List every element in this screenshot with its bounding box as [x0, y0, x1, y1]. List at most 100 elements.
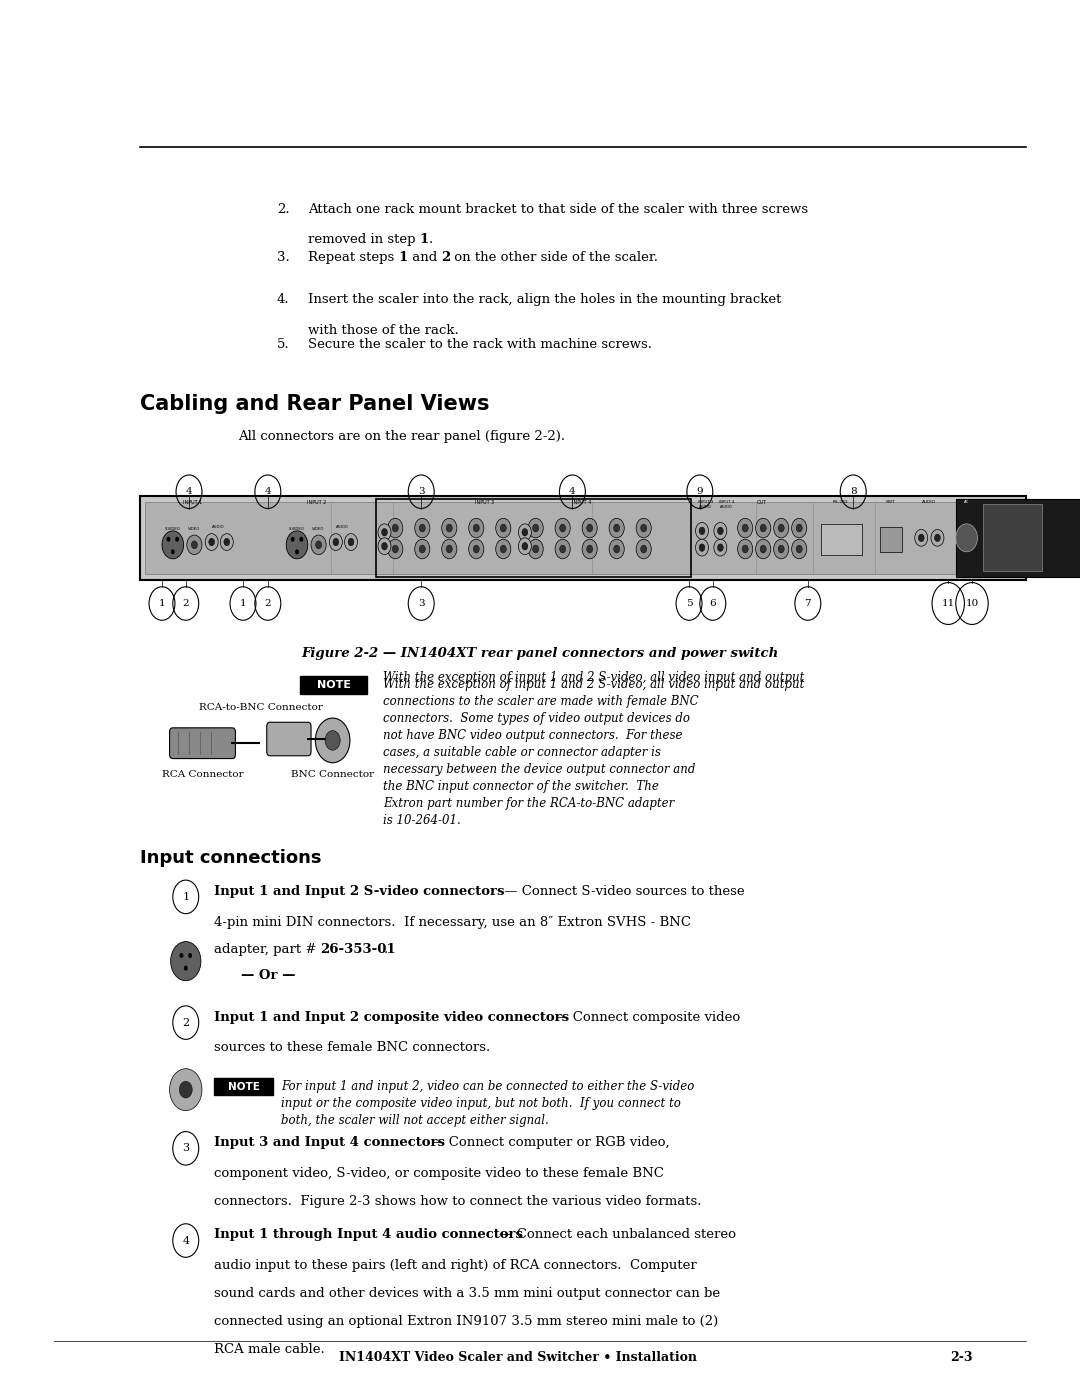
- Text: 8: 8: [850, 488, 856, 496]
- Text: 4: 4: [183, 1235, 189, 1246]
- Circle shape: [586, 545, 593, 553]
- Text: 3: 3: [418, 488, 424, 496]
- Text: 2: 2: [183, 599, 189, 608]
- Text: RCA male cable.: RCA male cable.: [214, 1343, 325, 1356]
- Circle shape: [742, 545, 748, 553]
- Text: 4: 4: [265, 488, 271, 496]
- Circle shape: [205, 534, 218, 550]
- Circle shape: [931, 529, 944, 546]
- FancyBboxPatch shape: [140, 496, 1026, 580]
- Circle shape: [699, 527, 705, 535]
- Circle shape: [388, 518, 403, 538]
- Text: 1: 1: [240, 599, 246, 608]
- Text: INPUT 1: INPUT 1: [183, 500, 202, 506]
- Text: — Or —: — Or —: [241, 968, 295, 982]
- Text: — Connect each unbalanced stereo: — Connect each unbalanced stereo: [495, 1228, 735, 1242]
- FancyBboxPatch shape: [821, 524, 862, 555]
- Circle shape: [299, 536, 303, 542]
- Circle shape: [381, 542, 388, 550]
- Circle shape: [208, 538, 215, 546]
- Text: 2: 2: [441, 251, 450, 264]
- Text: Input 1 through Input 4 audio connectors: Input 1 through Input 4 audio connectors: [214, 1228, 523, 1242]
- Circle shape: [756, 518, 771, 538]
- FancyBboxPatch shape: [145, 502, 1022, 574]
- Text: 5: 5: [686, 599, 692, 608]
- Text: 6: 6: [710, 599, 716, 608]
- Circle shape: [171, 549, 175, 555]
- Text: VIDEO: VIDEO: [312, 528, 325, 531]
- Text: connectors.  Figure 2-3 shows how to connect the various video formats.: connectors. Figure 2-3 shows how to conn…: [214, 1194, 701, 1208]
- Text: component video, S-video, or composite video to these female BNC: component video, S-video, or composite v…: [214, 1166, 664, 1180]
- Circle shape: [381, 528, 388, 536]
- Circle shape: [559, 524, 566, 532]
- Text: connected using an optional Extron IN9107 3.5 mm stereo mini male to (2): connected using an optional Extron IN910…: [214, 1315, 718, 1329]
- Circle shape: [792, 518, 807, 538]
- Circle shape: [773, 518, 788, 538]
- Text: .: .: [429, 233, 433, 246]
- Circle shape: [738, 539, 753, 559]
- Circle shape: [779, 524, 784, 532]
- Circle shape: [555, 518, 570, 538]
- Text: IN1404XT Video Scaler and Switcher • Installation: IN1404XT Video Scaler and Switcher • Ins…: [339, 1351, 698, 1365]
- Circle shape: [699, 543, 705, 552]
- Text: 2: 2: [183, 1017, 189, 1028]
- Text: on the other side of the scaler.: on the other side of the scaler.: [450, 251, 659, 264]
- Circle shape: [956, 524, 977, 552]
- FancyBboxPatch shape: [956, 499, 1080, 577]
- Text: sound cards and other devices with a 3.5 mm mini output connector can be: sound cards and other devices with a 3.5…: [214, 1287, 720, 1301]
- Text: 1: 1: [159, 599, 165, 608]
- Circle shape: [469, 518, 484, 538]
- Circle shape: [522, 542, 528, 550]
- Circle shape: [738, 518, 753, 538]
- Circle shape: [315, 541, 322, 549]
- Circle shape: [760, 545, 766, 553]
- Text: INPUT 4: INPUT 4: [572, 500, 592, 506]
- Text: Insert the scaler into the rack, align the holes in the mounting bracket: Insert the scaler into the rack, align t…: [308, 293, 781, 306]
- Text: AC: AC: [964, 500, 969, 504]
- Circle shape: [220, 534, 233, 550]
- Circle shape: [442, 539, 457, 559]
- Circle shape: [522, 528, 528, 536]
- Text: Input 1 and Input 2 composite video connectors: Input 1 and Input 2 composite video conn…: [214, 1010, 569, 1024]
- Text: INPUT 3
AUDIO: INPUT 3 AUDIO: [698, 500, 713, 509]
- Text: 4: 4: [186, 488, 192, 496]
- Circle shape: [184, 965, 188, 971]
- Circle shape: [500, 524, 507, 532]
- Circle shape: [613, 545, 620, 553]
- Circle shape: [442, 518, 457, 538]
- Text: Input 1 and Input 2 S-video connectors: Input 1 and Input 2 S-video connectors: [214, 884, 504, 898]
- Text: S-VIDEO: S-VIDEO: [165, 528, 180, 531]
- Circle shape: [582, 539, 597, 559]
- Circle shape: [636, 539, 651, 559]
- Text: .: .: [383, 943, 388, 957]
- Circle shape: [496, 539, 511, 559]
- Text: Figure 2-2 — IN1404XT rear panel connectors and power switch: Figure 2-2 — IN1404XT rear panel connect…: [301, 647, 779, 659]
- Text: AUDIO: AUDIO: [336, 525, 349, 528]
- Text: 4.: 4.: [276, 293, 289, 306]
- Text: 11: 11: [942, 599, 955, 608]
- Text: Cabling and Rear Panel Views: Cabling and Rear Panel Views: [140, 394, 490, 414]
- Circle shape: [532, 545, 539, 553]
- Text: BNC Connector: BNC Connector: [292, 770, 374, 778]
- Text: 1: 1: [183, 891, 189, 902]
- Circle shape: [446, 545, 453, 553]
- Text: 2-3: 2-3: [950, 1351, 972, 1365]
- Circle shape: [609, 539, 624, 559]
- FancyBboxPatch shape: [214, 1078, 273, 1095]
- Circle shape: [162, 531, 184, 559]
- Circle shape: [609, 518, 624, 538]
- Text: Input 3 and Input 4 connectors: Input 3 and Input 4 connectors: [214, 1136, 445, 1150]
- Text: Attach one rack mount bracket to that side of the scaler with three screws: Attach one rack mount bracket to that si…: [308, 203, 808, 215]
- Text: RCA-to-BNC Connector: RCA-to-BNC Connector: [200, 704, 323, 712]
- Circle shape: [518, 538, 531, 555]
- Circle shape: [473, 524, 480, 532]
- Circle shape: [532, 524, 539, 532]
- Circle shape: [714, 539, 727, 556]
- Circle shape: [796, 545, 802, 553]
- Text: With the exception of input 1 and 2 S-video, all video input and output: With the exception of input 1 and 2 S-vi…: [383, 671, 805, 683]
- Circle shape: [796, 524, 802, 532]
- Circle shape: [170, 1069, 202, 1111]
- Circle shape: [918, 534, 924, 542]
- Text: For input 1 and input 2, video can be connected to either the S-video
input or t: For input 1 and input 2, video can be co…: [281, 1080, 694, 1127]
- Circle shape: [496, 518, 511, 538]
